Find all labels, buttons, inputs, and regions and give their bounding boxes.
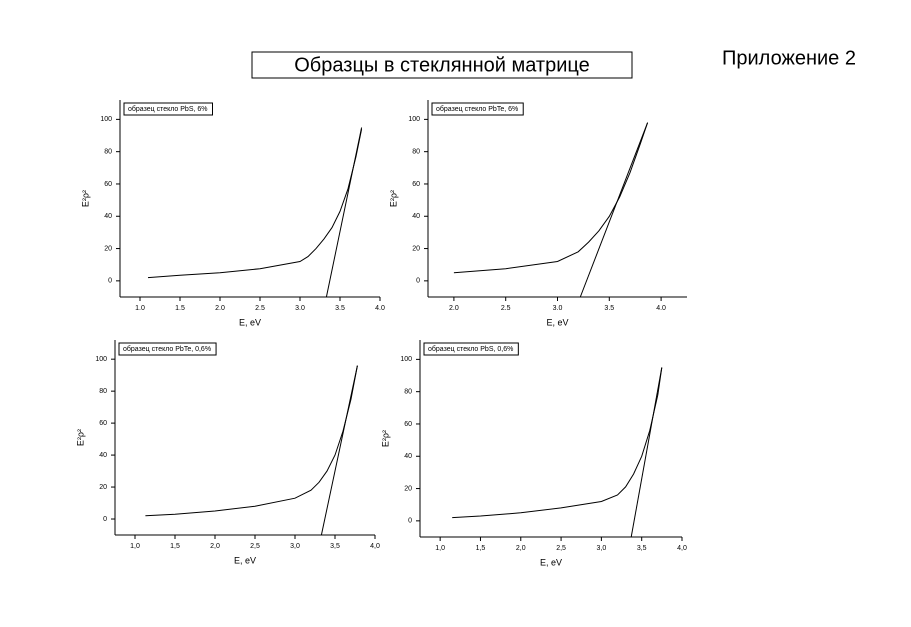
y-axis-label: E²ρ² — [388, 190, 398, 207]
data-line — [452, 367, 663, 519]
legend-box — [431, 102, 524, 116]
x-tick-label: 4.0 — [375, 305, 385, 312]
x-tick-label: 4,0 — [370, 543, 380, 550]
x-tick-label: 3,5 — [637, 545, 647, 552]
y-tick-label: 0 — [108, 278, 112, 285]
y-axis-label: E²ρ² — [380, 430, 390, 447]
y-tick-label: 60 — [99, 420, 107, 427]
y-tick-label: 80 — [104, 149, 112, 156]
y-axis-label: E²ρ² — [80, 190, 90, 207]
x-tick-label: 3.5 — [604, 305, 614, 312]
x-tick-label: 4,0 — [677, 545, 687, 552]
x-tick-label: 1.5 — [175, 305, 185, 312]
x-tick-label: 3.0 — [295, 305, 305, 312]
legend-label: образец стекло PbTe, 6% — [436, 105, 518, 113]
y-axis-label: E²ρ² — [75, 429, 85, 446]
x-axis-label: E, eV — [546, 317, 568, 327]
y-tick-label: 40 — [104, 213, 112, 220]
y-tick-label: 20 — [99, 484, 107, 491]
x-tick-label: 2.5 — [501, 305, 511, 312]
y-tick-label: 20 — [404, 485, 412, 492]
x-tick-label: 3,0 — [290, 543, 300, 550]
legend-box — [118, 342, 217, 356]
x-tick-label: 2.5 — [255, 305, 265, 312]
data-line — [325, 127, 363, 298]
y-tick-label: 40 — [99, 452, 107, 459]
y-tick-label: 40 — [412, 213, 420, 220]
x-tick-label: 2,0 — [210, 543, 220, 550]
y-tick-label: 100 — [408, 116, 420, 123]
data-line — [320, 365, 358, 536]
legend-label: образец стекло PbTe, 0,6% — [123, 345, 211, 353]
title-box — [251, 51, 633, 79]
x-tick-label: 3,0 — [597, 545, 607, 552]
y-tick-label: 80 — [404, 389, 412, 396]
appendix-label: Приложение 2 — [722, 47, 856, 69]
legend-box — [123, 102, 213, 116]
y-tick-label: 100 — [400, 356, 412, 363]
y-tick-label: 0 — [416, 278, 420, 285]
x-tick-label: 1.0 — [135, 305, 145, 312]
y-tick-label: 20 — [104, 245, 112, 252]
x-tick-label: 1,0 — [130, 543, 140, 550]
x-axis-label: E, eV — [540, 557, 562, 567]
y-tick-label: 40 — [404, 453, 412, 460]
y-tick-label: 80 — [412, 149, 420, 156]
legend-label: образец стекло PbS, 6% — [128, 105, 208, 113]
data-line — [147, 128, 363, 279]
x-tick-label: 1,5 — [170, 543, 180, 550]
page-title: Образцы в стеклянной матрице — [294, 54, 590, 76]
y-tick-label: 0 — [103, 516, 107, 523]
x-axis-label: E, eV — [239, 317, 261, 327]
legend-label: образец стекло PbS, 0,6% — [428, 345, 513, 353]
x-tick-label: 1,0 — [435, 545, 445, 552]
x-axis-label: E, eV — [234, 555, 256, 565]
x-tick-label: 1,5 — [476, 545, 486, 552]
x-tick-label: 2,5 — [556, 545, 566, 552]
data-line — [453, 122, 649, 274]
x-tick-label: 3,5 — [330, 543, 340, 550]
x-tick-label: 4.0 — [656, 305, 666, 312]
x-tick-label: 2.0 — [449, 305, 459, 312]
data-line — [630, 367, 663, 538]
x-tick-label: 2,5 — [250, 543, 260, 550]
y-tick-label: 60 — [404, 421, 412, 428]
data-line — [579, 122, 649, 298]
y-tick-label: 60 — [104, 181, 112, 188]
y-tick-label: 100 — [95, 356, 107, 363]
y-tick-label: 20 — [412, 245, 420, 252]
y-tick-label: 100 — [100, 116, 112, 123]
y-tick-label: 80 — [99, 388, 107, 395]
x-tick-label: 2.0 — [215, 305, 225, 312]
data-line — [145, 365, 358, 517]
legend-box — [423, 342, 519, 356]
x-tick-label: 3.0 — [553, 305, 563, 312]
y-tick-label: 0 — [408, 518, 412, 525]
y-tick-label: 60 — [412, 181, 420, 188]
x-tick-label: 3.5 — [335, 305, 345, 312]
x-tick-label: 2,0 — [516, 545, 526, 552]
